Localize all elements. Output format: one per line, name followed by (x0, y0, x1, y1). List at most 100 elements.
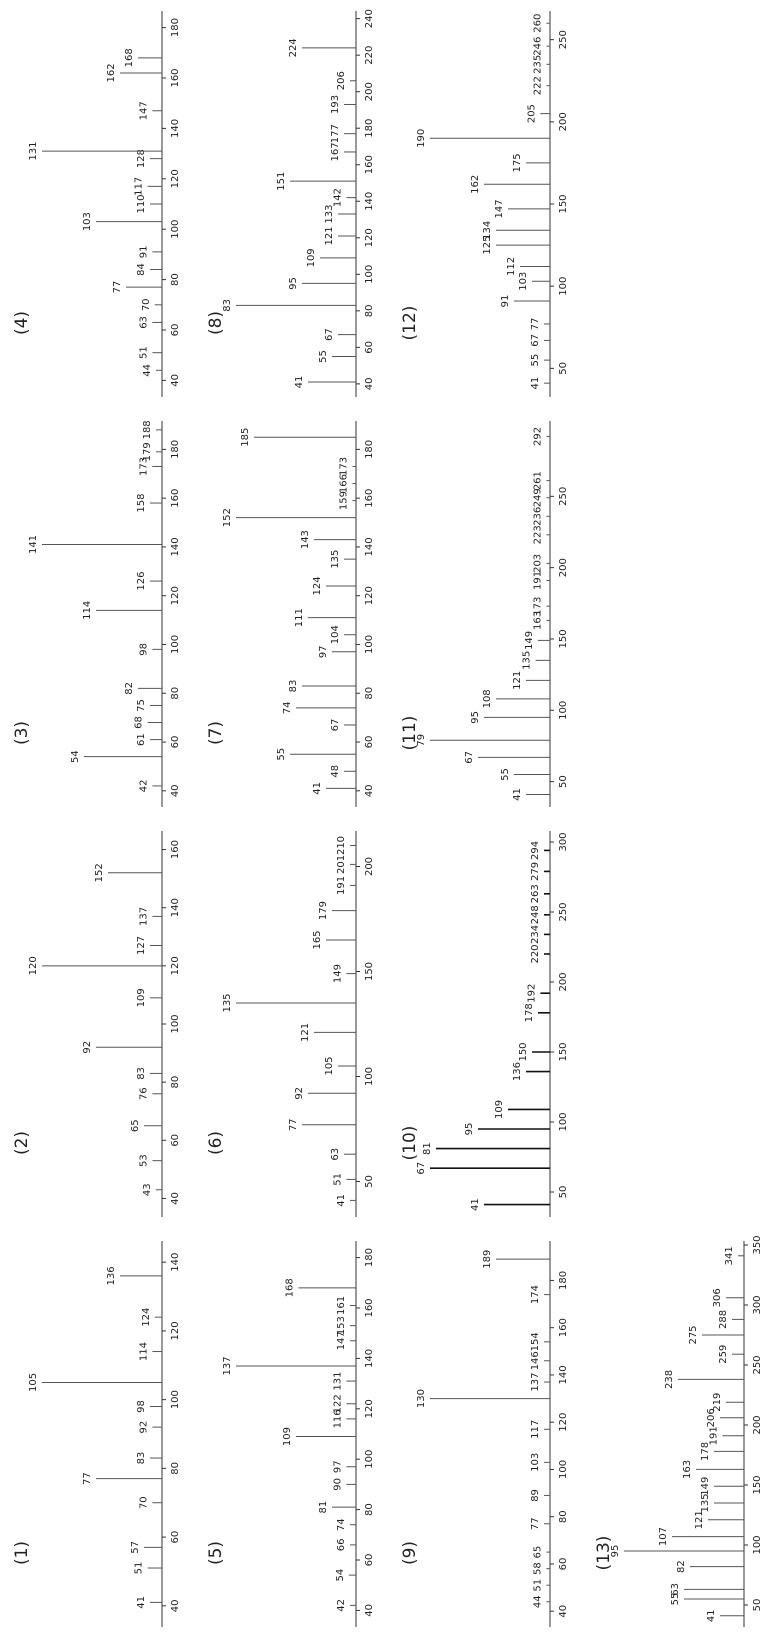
peak-label: 149 (332, 964, 343, 983)
peak-label: 109 (136, 988, 147, 1007)
peak-label: 108 (482, 689, 493, 708)
x-tick-label: 180 (170, 18, 181, 37)
x-tick-label: 220 (364, 46, 375, 65)
peak-label: 75 (136, 699, 147, 712)
peak-label: 201 (336, 855, 347, 874)
peak-label: 259 (718, 1345, 729, 1364)
peak-label: 135 (222, 993, 233, 1012)
x-tick-label: 100 (558, 1460, 569, 1479)
peak-label: 120 (28, 956, 39, 975)
peak-label: 168 (284, 1278, 295, 1297)
x-tick-label: 50 (364, 1175, 375, 1188)
x-tick-label: 200 (752, 1415, 763, 1434)
panel-title: (6) (206, 1131, 226, 1155)
peak-label: 92 (294, 1087, 305, 1100)
peak-label: 206 (706, 1408, 717, 1427)
peak-label: 190 (416, 129, 427, 148)
x-tick-label: 100 (558, 1112, 569, 1131)
peak-label: 116 (332, 1409, 343, 1428)
peak-label: 109 (494, 1100, 505, 1119)
peak-label: 153 (336, 1316, 347, 1335)
peak-label: 41 (470, 1198, 481, 1211)
peak-label: 203 (532, 554, 543, 573)
peak-label: 127 (136, 936, 147, 955)
peak-label: 192 (526, 984, 537, 1003)
peak-label: 55 (276, 748, 287, 761)
peak-label: 58 (532, 1562, 543, 1575)
peak-label: 83 (136, 1067, 147, 1080)
x-tick-label: 100 (364, 635, 375, 654)
x-tick-label: 80 (364, 1503, 375, 1516)
peak-label: 42 (336, 1599, 347, 1612)
peak-label: 63 (138, 316, 149, 329)
x-tick-label: 200 (364, 857, 375, 876)
x-tick-label: 180 (558, 1271, 569, 1290)
x-tick-label: 120 (558, 1413, 569, 1432)
peak-label: 121 (300, 1023, 311, 1042)
peak-label: 152 (222, 508, 233, 527)
peak-label: 77 (288, 1118, 299, 1131)
x-tick-label: 80 (364, 304, 375, 317)
x-tick-label: 160 (558, 1318, 569, 1337)
peak-label: 109 (306, 248, 317, 267)
peak-label: 61 (136, 733, 147, 746)
peak-label: 51 (532, 1579, 543, 1592)
peak-label: 191 (336, 876, 347, 895)
x-tick-label: 40 (364, 378, 375, 391)
x-tick-label: 140 (364, 1349, 375, 1368)
peak-label: 135 (700, 1493, 711, 1512)
x-tick-label: 40 (170, 374, 181, 387)
panel-title: (3) (12, 721, 32, 745)
peak-label: 137 (138, 907, 149, 926)
peak-label: 83 (288, 680, 299, 693)
peak-label: 137 (222, 1356, 233, 1375)
peak-label: 67 (530, 334, 541, 347)
peak-label: 168 (124, 48, 135, 67)
peak-label: 81 (422, 1142, 433, 1155)
peak-label: 109 (282, 1427, 293, 1446)
panel-title: (4) (12, 311, 32, 335)
peak-label: 292 (532, 427, 543, 446)
x-tick-label: 150 (364, 962, 375, 981)
peak-label: 104 (330, 625, 341, 644)
peak-label: 136 (106, 1266, 117, 1285)
peak-label: 103 (530, 1453, 541, 1472)
x-tick-label: 160 (364, 489, 375, 508)
peak-label: 146 (530, 1351, 541, 1370)
peak-label: 191 (532, 571, 543, 590)
x-tick-label: 200 (558, 558, 569, 577)
peak-label: 107 (658, 1527, 669, 1546)
x-tick-label: 180 (364, 440, 375, 459)
x-tick-label: 180 (364, 119, 375, 138)
peak-label: 51 (332, 1173, 343, 1186)
x-tick-label: 140 (364, 192, 375, 211)
peak-label: 189 (482, 1250, 493, 1269)
x-tick-label: 300 (752, 1295, 763, 1314)
x-tick-label: 250 (558, 487, 569, 506)
peak-label: 114 (138, 1342, 149, 1361)
peak-label: 91 (500, 295, 511, 308)
peak-label: 150 (518, 1042, 529, 1061)
peak-label: 249 (532, 488, 543, 507)
x-tick-label: 140 (558, 1365, 569, 1384)
x-tick-label: 80 (170, 1462, 181, 1475)
x-tick-label: 180 (364, 1248, 375, 1267)
x-tick-label: 80 (558, 1510, 569, 1523)
peak-label: 135 (330, 550, 341, 569)
peak-label: 110 (136, 194, 147, 213)
peak-label: 70 (141, 298, 152, 311)
peak-label: 205 (526, 104, 537, 123)
peak-label: 43 (142, 1183, 153, 1196)
x-tick-label: 50 (558, 1186, 569, 1199)
peak-label: 222 (532, 76, 543, 95)
peak-label: 63 (330, 1148, 341, 1161)
peak-label: 137 (530, 1372, 541, 1391)
peak-label: 158 (136, 493, 147, 512)
peak-label: 149 (700, 1477, 711, 1496)
peak-label: 149 (524, 631, 535, 650)
x-tick-label: 250 (558, 30, 569, 49)
x-tick-label: 250 (558, 902, 569, 921)
panel-title: (1) (12, 1541, 32, 1565)
x-tick-label: 150 (558, 194, 569, 213)
peak-label: 130 (416, 1389, 427, 1408)
